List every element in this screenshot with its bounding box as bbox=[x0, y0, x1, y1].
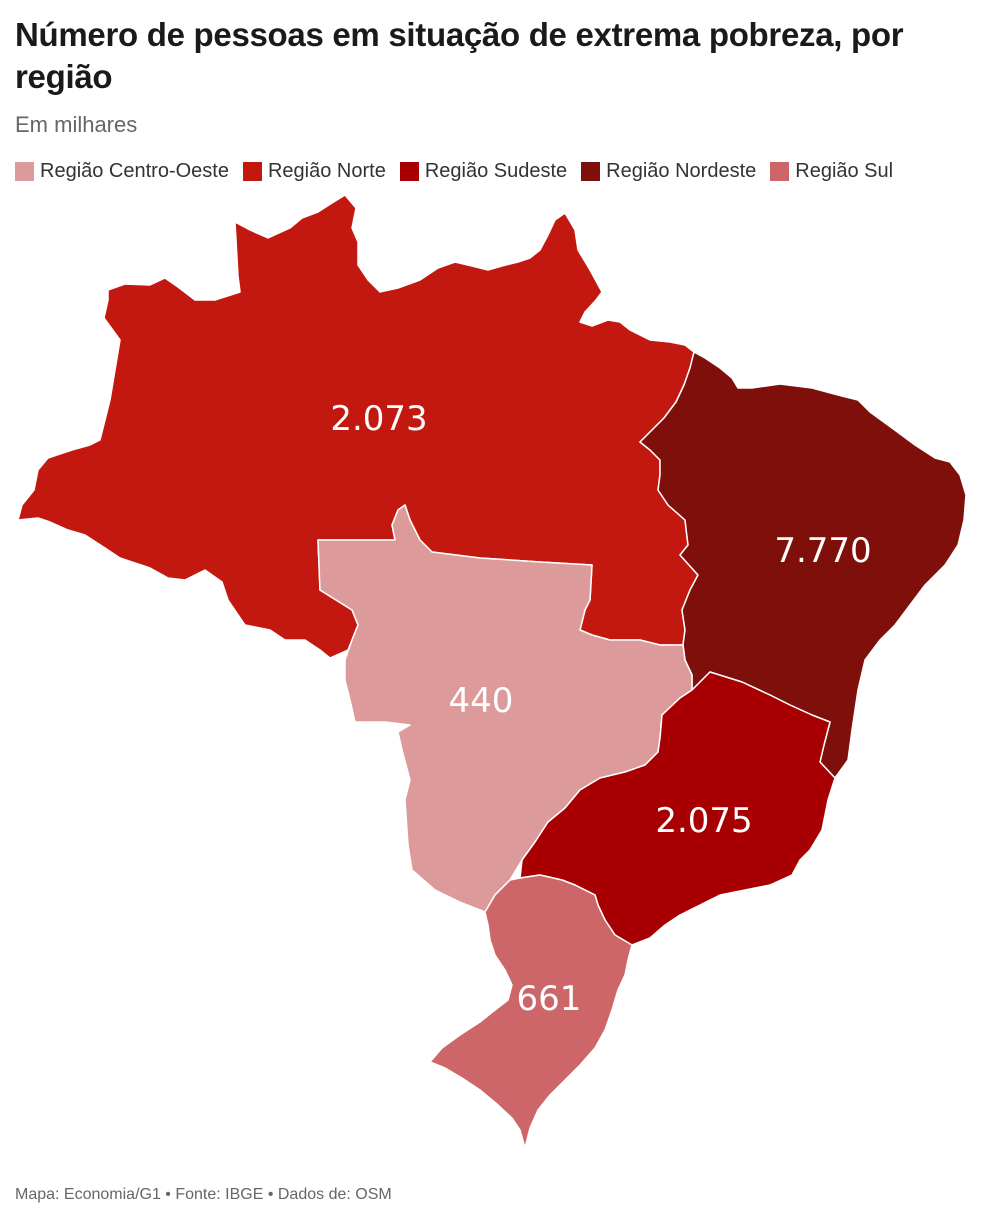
value-label-centro-oeste: 440 bbox=[449, 681, 514, 721]
legend-label-sul: Região Sul bbox=[795, 160, 894, 182]
value-label-sudeste: 2.075 bbox=[655, 801, 752, 841]
legend-label-norte: Região Norte bbox=[267, 160, 386, 182]
region-sul bbox=[429, 874, 633, 1149]
brazil-region-map: 2.073 7.770 440 2.075 661 bbox=[17, 194, 967, 1149]
legend-item-norte: Região Norte bbox=[242, 160, 386, 183]
legend-label-sudeste: Região Sudeste bbox=[424, 160, 568, 182]
legend-swatch-centro-oeste bbox=[15, 162, 34, 181]
legend-swatch-nordeste bbox=[581, 162, 601, 181]
value-label-norte: 2.073 bbox=[330, 399, 427, 439]
legend-swatch-sul bbox=[770, 162, 790, 181]
legend-item-centro-oeste: Região Centro-Oeste bbox=[15, 160, 229, 183]
value-label-sul: 661 bbox=[517, 979, 582, 1019]
legend-label-nordeste: Região Nordeste bbox=[606, 160, 757, 182]
legend-item-sudeste: Região Sudeste bbox=[399, 160, 568, 183]
chart-title: Número de pessoas em situação de extrema… bbox=[15, 16, 904, 95]
legend-swatch-norte bbox=[242, 162, 262, 181]
value-label-nordeste: 7.770 bbox=[774, 531, 871, 571]
credits-footer: Mapa: Economia/G1 • Fonte: IBGE • Dados … bbox=[15, 1186, 392, 1203]
region-sudeste bbox=[519, 671, 836, 946]
legend: Região Centro-Oeste Região Norte Região … bbox=[15, 160, 893, 183]
chart-subtitle: Em milhares bbox=[15, 112, 138, 137]
legend-item-nordeste: Região Nordeste bbox=[581, 160, 756, 183]
legend-item-sul: Região Sul bbox=[770, 160, 893, 183]
legend-label-centro-oeste: Região Centro-Oeste bbox=[40, 160, 229, 182]
legend-swatch-sudeste bbox=[399, 162, 419, 181]
